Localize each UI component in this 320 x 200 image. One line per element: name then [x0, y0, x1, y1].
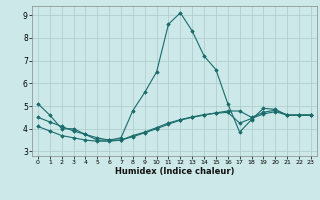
X-axis label: Humidex (Indice chaleur): Humidex (Indice chaleur): [115, 167, 234, 176]
